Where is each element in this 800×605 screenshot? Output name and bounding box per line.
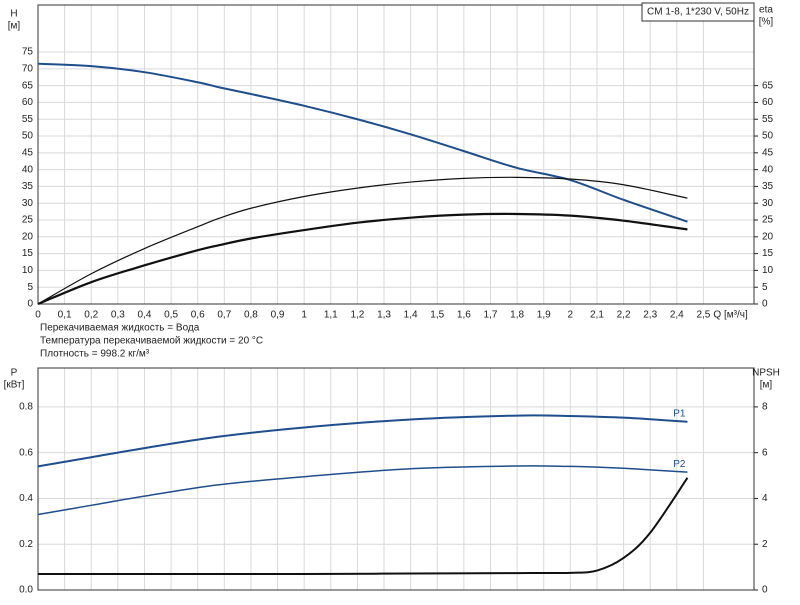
curve [37, 414, 688, 468]
y-tick-label: 40 [22, 164, 34, 175]
y2-tick-label: 40 [762, 164, 774, 175]
y-tick-label: 25 [22, 215, 34, 226]
x-tick-label: 0,9 [271, 310, 285, 321]
x-tick-label: 1 [301, 310, 307, 321]
y-tick-label: 70 [22, 63, 34, 74]
y2-tick-label: 5 [762, 282, 768, 293]
y2-tick-label: 50 [762, 131, 774, 142]
y2-tick-label: 60 [762, 97, 774, 108]
y2-tick-label: 4 [762, 493, 768, 504]
x-tick-label: 0,6 [191, 310, 205, 321]
y2-tick-label: 8 [762, 402, 768, 413]
x-tick-label: 1,3 [377, 310, 391, 321]
y-tick-label: 75 [22, 47, 34, 58]
curve [37, 62, 688, 223]
y-axis-label: P [11, 368, 18, 379]
x-tick-label: 2,2 [617, 310, 631, 321]
y2-tick-label: 30 [762, 198, 774, 209]
curve [37, 465, 688, 516]
y-tick-label: 20 [22, 231, 34, 242]
y2-axis-label: eta [759, 5, 773, 16]
y-tick-label: 0 [27, 299, 33, 310]
x-tick-label: 1,5 [430, 310, 444, 321]
x-tick-label: 2,3 [643, 310, 657, 321]
y-tick-label: 55 [22, 114, 34, 125]
y-tick-label: 30 [22, 198, 34, 209]
x-tick-label: 1,4 [404, 310, 418, 321]
plot-frame [37, 367, 755, 591]
x-tick-label: 0,2 [84, 310, 98, 321]
x-tick-label: 0 [35, 310, 41, 321]
y2-tick-label: 2 [762, 539, 768, 550]
y2-tick-label: 0 [762, 299, 768, 310]
y-tick-label: 45 [22, 147, 34, 158]
x-tick-label: 1,9 [537, 310, 551, 321]
y-axis-label: H [10, 9, 17, 20]
x-axis-label: Q [м³/ч] [713, 310, 748, 321]
x-tick-label: 2,5 [696, 310, 710, 321]
x-tick-label: 0,5 [164, 310, 178, 321]
x-tick-label: 1,8 [510, 310, 524, 321]
x-tick-label: 0,8 [244, 310, 258, 321]
x-tick-label: 1,2 [350, 310, 364, 321]
plot-frame [37, 4, 755, 305]
y2-axis-unit: [%] [759, 17, 774, 28]
y2-tick-label: 45 [762, 147, 774, 158]
y-tick-label: 35 [22, 181, 34, 192]
x-tick-label: 0,7 [217, 310, 231, 321]
note: Перекачиваемая жидкость = Вода [40, 323, 200, 334]
y-tick-label: 0.4 [19, 493, 33, 504]
y2-tick-label: 0 [762, 585, 768, 596]
y2-axis-label: NPSH [752, 368, 780, 379]
y-tick-label: 15 [22, 248, 34, 259]
y2-tick-label: 10 [762, 265, 774, 276]
y-tick-label: 0.6 [19, 447, 33, 458]
y-tick-label: 65 [22, 80, 34, 91]
x-tick-label: 2,4 [670, 310, 684, 321]
y-tick-label: 0.0 [19, 585, 33, 596]
y-tick-label: 5 [27, 282, 33, 293]
x-tick-label: 2,1 [590, 310, 604, 321]
y2-tick-label: 55 [762, 114, 774, 125]
y2-tick-label: 25 [762, 215, 774, 226]
y2-tick-label: 65 [762, 80, 774, 91]
note: Плотность = 998.2 кг/м³ [40, 349, 150, 360]
y-axis-unit: [кВт] [4, 380, 25, 391]
chart-title: CM 1-8, 1*230 V, 50Hz [647, 7, 749, 18]
y-tick-label: 0.2 [19, 539, 33, 550]
curve [37, 176, 688, 305]
y-axis-unit: [м] [8, 21, 21, 32]
series-label: P2 [673, 459, 686, 470]
y2-tick-label: 6 [762, 447, 768, 458]
x-tick-label: 0,4 [138, 310, 152, 321]
y-tick-label: 60 [22, 97, 34, 108]
y-tick-label: 50 [22, 131, 34, 142]
curve [38, 477, 689, 576]
x-tick-label: 2 [568, 310, 574, 321]
x-tick-label: 1,1 [324, 310, 338, 321]
note: Температура перекачиваемой жидкости = 20… [40, 336, 263, 347]
y2-tick-label: 35 [762, 181, 774, 192]
x-tick-label: 1,6 [457, 310, 471, 321]
y2-axis-unit: [м] [760, 380, 773, 391]
x-tick-label: 1,7 [484, 310, 498, 321]
y2-tick-label: 15 [762, 248, 774, 259]
x-tick-label: 0,3 [111, 310, 125, 321]
y-tick-label: 0.8 [19, 402, 33, 413]
curve [37, 212, 688, 306]
x-tick-label: 0,1 [58, 310, 72, 321]
y2-tick-label: 20 [762, 231, 774, 242]
series-label: P1 [673, 408, 686, 419]
y-tick-label: 10 [22, 265, 34, 276]
title-box [641, 2, 755, 22]
